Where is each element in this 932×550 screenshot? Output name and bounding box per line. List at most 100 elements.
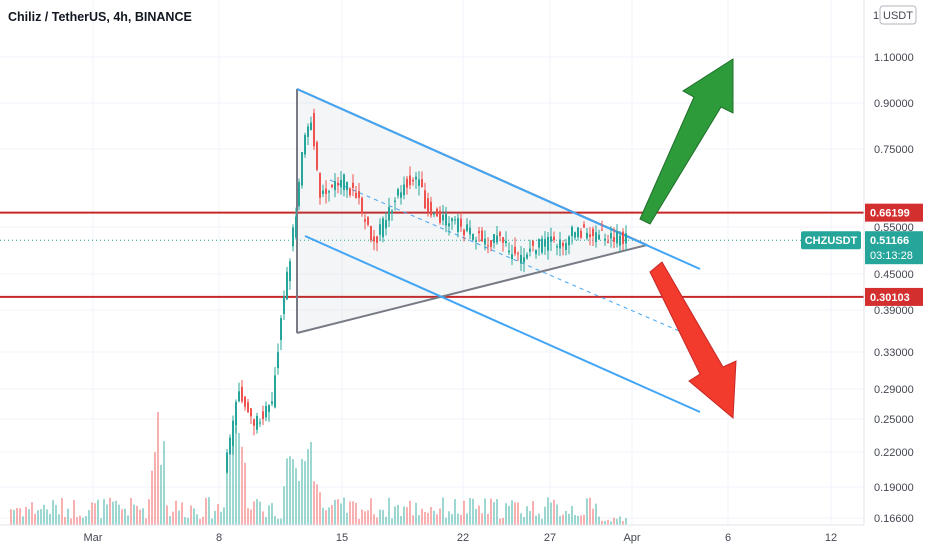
volume-bar: [346, 512, 348, 525]
currency-badge[interactable]: 1 USDT: [873, 5, 917, 25]
volume-bar: [391, 518, 393, 525]
volume-bar: [310, 442, 312, 525]
volume-bar: [439, 508, 441, 525]
volume-bar: [226, 457, 228, 525]
volume-bar: [34, 513, 36, 525]
candle-body: [448, 223, 450, 227]
volume-bar: [292, 458, 294, 525]
candle-body: [556, 246, 558, 248]
volume-bar: [31, 501, 33, 525]
candle-body: [409, 175, 411, 186]
candle-body: [298, 182, 300, 207]
volume-bar: [388, 497, 390, 525]
candle-body: [526, 254, 528, 259]
volume-bar: [166, 505, 168, 525]
candle-body: [475, 240, 477, 242]
volume-bar: [52, 500, 54, 525]
volume-bar: [547, 497, 549, 525]
volume-bar: [475, 508, 477, 525]
candle-body: [589, 234, 591, 238]
volume-bar: [136, 505, 138, 525]
y-tick-label: 0.45000: [874, 269, 914, 281]
volume-bar: [40, 509, 42, 525]
volume-bar: [169, 516, 171, 525]
volume-bar: [307, 449, 309, 525]
volume-bar: [517, 502, 519, 525]
candle-body: [283, 296, 285, 314]
x-tick-label: 6: [725, 532, 731, 544]
volume-bar: [265, 517, 267, 525]
candle-body: [598, 234, 600, 240]
candle-body: [547, 236, 549, 251]
volume-bar: [76, 517, 78, 525]
volume-bar: [178, 510, 180, 525]
volume-bar: [418, 515, 420, 525]
candle-body: [520, 254, 522, 264]
volume-bar: [502, 517, 504, 525]
volume-bar: [175, 500, 177, 525]
chart-title: Chiliz / TetherUS, 4h, BINANCE: [8, 10, 192, 24]
candle-body: [493, 234, 495, 243]
candle-body: [505, 240, 507, 244]
volume-bar: [247, 508, 249, 525]
volume-bar: [112, 501, 114, 525]
volume-bar: [589, 497, 591, 525]
candle-body: [553, 236, 555, 241]
volume-bar: [172, 511, 174, 525]
volume-bar: [559, 516, 561, 525]
candle-body: [427, 198, 429, 212]
volume-bar: [562, 514, 564, 525]
candle-body: [523, 257, 525, 263]
forecast-arrows[interactable]: [639, 58, 737, 420]
candle-body: [619, 235, 621, 246]
y-tick-label: 0.19000: [874, 482, 914, 494]
volume-bar: [316, 484, 318, 525]
volume-bar: [400, 516, 402, 525]
volume-bar: [328, 507, 330, 525]
candle-body: [385, 220, 387, 229]
candle-body: [466, 224, 468, 231]
candle-body: [421, 179, 423, 188]
volume-bar: [571, 505, 573, 525]
volume-bar: [235, 426, 237, 525]
candle-body: [445, 214, 447, 226]
candle-body: [403, 184, 405, 196]
volume-bar: [280, 518, 282, 525]
volume-bar: [574, 515, 576, 525]
volume-bar: [37, 510, 39, 525]
time-axis[interactable]: Mar 8 15 22 27 Apr 6 12: [84, 532, 838, 544]
volume-bar: [115, 500, 117, 525]
candle-body: [253, 419, 255, 426]
channel-lines[interactable]: [296, 88, 701, 413]
x-tick-label: 15: [336, 532, 348, 544]
volume-bar: [205, 497, 207, 525]
volume-bar: [88, 510, 90, 525]
candle-body: [367, 217, 369, 225]
volume-bar: [448, 511, 450, 525]
volume-bar: [364, 511, 366, 525]
candle-body: [295, 216, 297, 238]
volume-bar: [376, 517, 378, 525]
candle-body: [595, 232, 597, 243]
current-price-countdown: 03:13:28: [870, 250, 913, 262]
candle-body: [337, 182, 339, 186]
volume-bar: [568, 513, 570, 525]
volume-bar: [244, 462, 246, 525]
volume-bar: [10, 509, 12, 525]
candle-body: [487, 245, 489, 247]
volume-bar: [298, 481, 300, 525]
candle-body: [565, 243, 567, 251]
candle-body: [538, 239, 540, 248]
candle-body: [430, 201, 432, 216]
price-axis[interactable]: 1.10000 0.90000 0.75000 0.55000 0.45000 0.390…: [874, 52, 914, 525]
volume-bar: [511, 500, 513, 525]
volume-bar: [151, 470, 153, 525]
volume-bar: [157, 411, 159, 525]
volume-bar: [196, 514, 198, 525]
volume-bar: [277, 518, 279, 525]
candle-body: [226, 452, 228, 473]
candle-body: [358, 191, 360, 198]
candle-body: [289, 261, 291, 281]
candle-body: [478, 231, 480, 234]
